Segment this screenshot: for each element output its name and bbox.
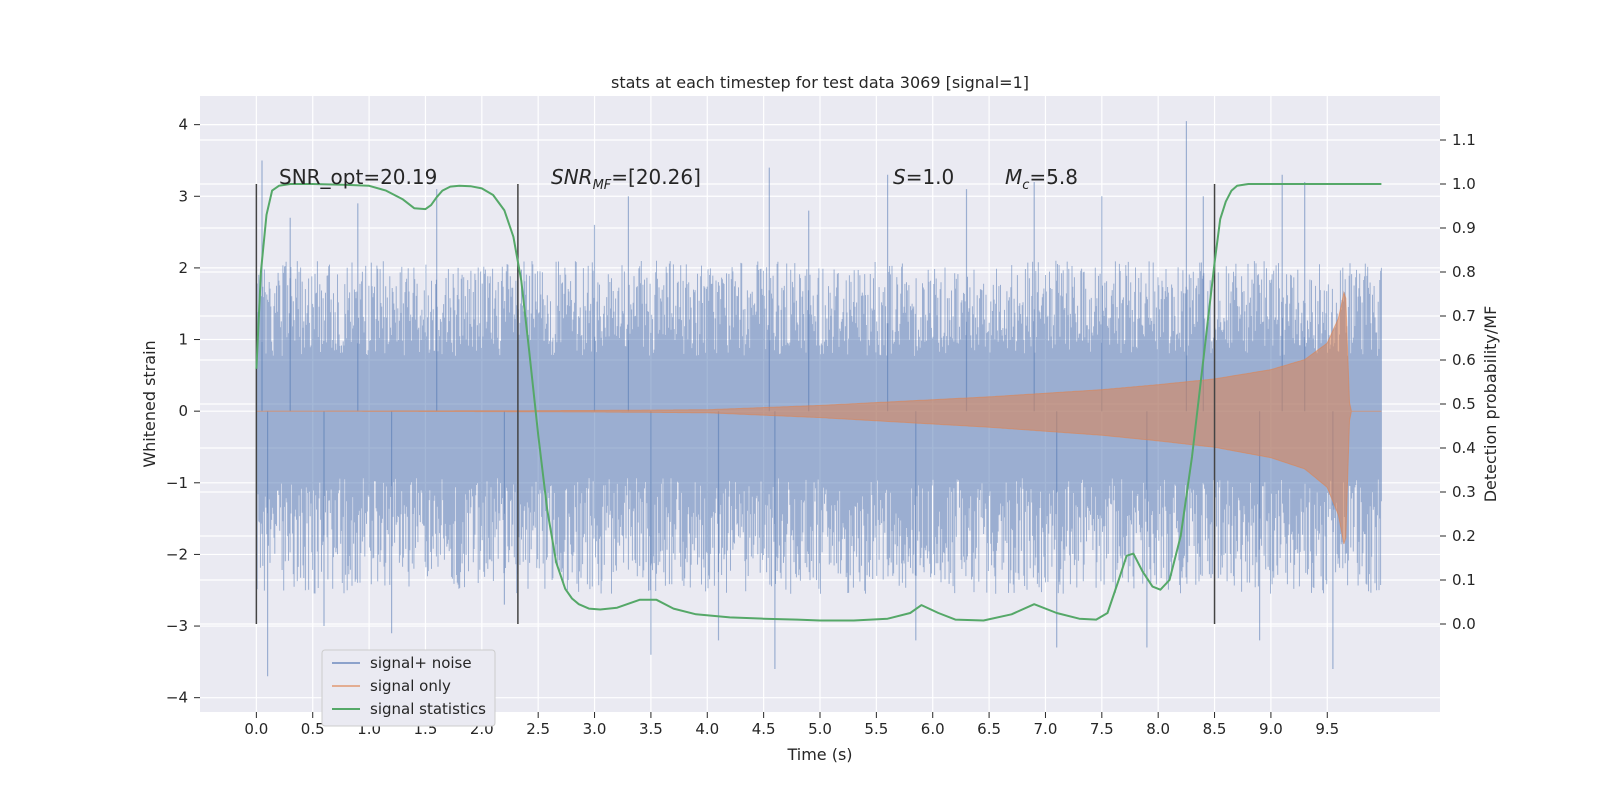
annotation-snr-mf-main: SNR: [551, 165, 593, 189]
series-signal-only: [256, 290, 1382, 545]
right-y-tick-label: 1.1: [1452, 131, 1476, 149]
right-y-tick-label: 0.0: [1452, 615, 1476, 633]
x-tick-label: 0.0: [244, 720, 268, 738]
annotation-snr-opt: SNR_opt=20.19: [279, 165, 437, 189]
legend-label-signal-only: signal only: [370, 677, 451, 695]
right-y-tick-label: 0.4: [1452, 439, 1476, 457]
x-tick-label: 8.0: [1146, 720, 1170, 738]
annotation-s-value: =1.0: [906, 165, 955, 189]
signal-only-trace: [256, 290, 1382, 545]
x-axis-label: Time (s): [786, 745, 852, 764]
x-tick-label: 3.0: [583, 720, 607, 738]
x-tick-label: 6.0: [921, 720, 945, 738]
annotation-mc: Mc=5.8: [1005, 165, 1078, 193]
left-y-tick-label: −2: [166, 545, 188, 563]
annotation-mc-main: M: [1005, 165, 1022, 189]
x-tick-label: 4.0: [695, 720, 719, 738]
right-y-tick-label: 0.5: [1452, 395, 1476, 413]
annotation-mc-sub: c: [1022, 178, 1029, 193]
left-y-tick-label: −4: [166, 689, 188, 707]
annotation-snr-mf-sub: MF: [593, 178, 612, 193]
annotation-snr-mf: SNRMF=[20.26]: [551, 165, 701, 193]
x-tick-label: 5.0: [808, 720, 832, 738]
x-tick-label: 3.5: [639, 720, 663, 738]
right-y-tick-label: 0.6: [1452, 351, 1476, 369]
chart-title: stats at each timestep for test data 306…: [611, 73, 1029, 92]
left-y-axis: 4 3 2 1 0 −1 −2 −3 −4: [166, 116, 200, 707]
annotation-s-main: S: [893, 165, 906, 189]
left-y-tick-label: 0: [178, 402, 188, 420]
right-y-tick-label: 0.9: [1452, 219, 1476, 237]
annotation-snr-mf-value: =[20.26]: [611, 165, 701, 189]
x-tick-label: 9.5: [1315, 720, 1339, 738]
left-y-tick-label: −1: [166, 474, 188, 492]
right-y-tick-label: 0.7: [1452, 307, 1476, 325]
x-tick-label: 0.5: [301, 720, 325, 738]
series-signal-statistics: [255, 183, 1382, 622]
x-tick-label: 2.5: [526, 720, 550, 738]
signal-plus-noise-spikes: [261, 121, 1334, 677]
left-y-tick-label: 1: [178, 331, 188, 349]
legend-label-signal-plus-noise: signal+ noise: [370, 654, 472, 672]
x-tick-label: 5.5: [864, 720, 888, 738]
x-tick-label: 8.5: [1203, 720, 1227, 738]
right-y-tick-label: 0.2: [1452, 527, 1476, 545]
left-y-tick-label: 4: [178, 116, 188, 134]
x-tick-label: 6.5: [977, 720, 1001, 738]
right-y-tick-label: 0.1: [1452, 571, 1476, 589]
legend-box: [321, 649, 496, 727]
annotation-s: S=1.0: [893, 165, 954, 189]
left-y-tick-label: 2: [178, 259, 188, 277]
right-y-axis: 1.1 1.0 0.9 0.8 0.7 0.6 0.5 0.4 0.3 0.2 0.1 0.0: [1440, 131, 1476, 633]
annotation-mc-value: =5.8: [1029, 165, 1078, 189]
right-y-tick-label: 1.0: [1452, 175, 1476, 193]
right-y-axis-label: Detection probability/MF: [1481, 306, 1500, 503]
x-tick-label: 7.0: [1034, 720, 1058, 738]
right-y-tick-label: 0.8: [1452, 263, 1476, 281]
right-y-tick-label: 0.3: [1452, 483, 1476, 501]
x-tick-label: 9.0: [1259, 720, 1283, 738]
left-y-tick-label: 3: [178, 187, 188, 205]
legend-label-signal-statistics: signal statistics: [370, 700, 486, 718]
x-tick-label: 4.5: [752, 720, 776, 738]
left-y-tick-label: −3: [166, 617, 188, 635]
signal-statistics-line: [255, 183, 1382, 622]
legend: signal+ noise signal only signal statist…: [321, 649, 496, 727]
x-tick-label: 7.5: [1090, 720, 1114, 738]
left-y-axis-label: Whitened strain: [140, 340, 159, 467]
